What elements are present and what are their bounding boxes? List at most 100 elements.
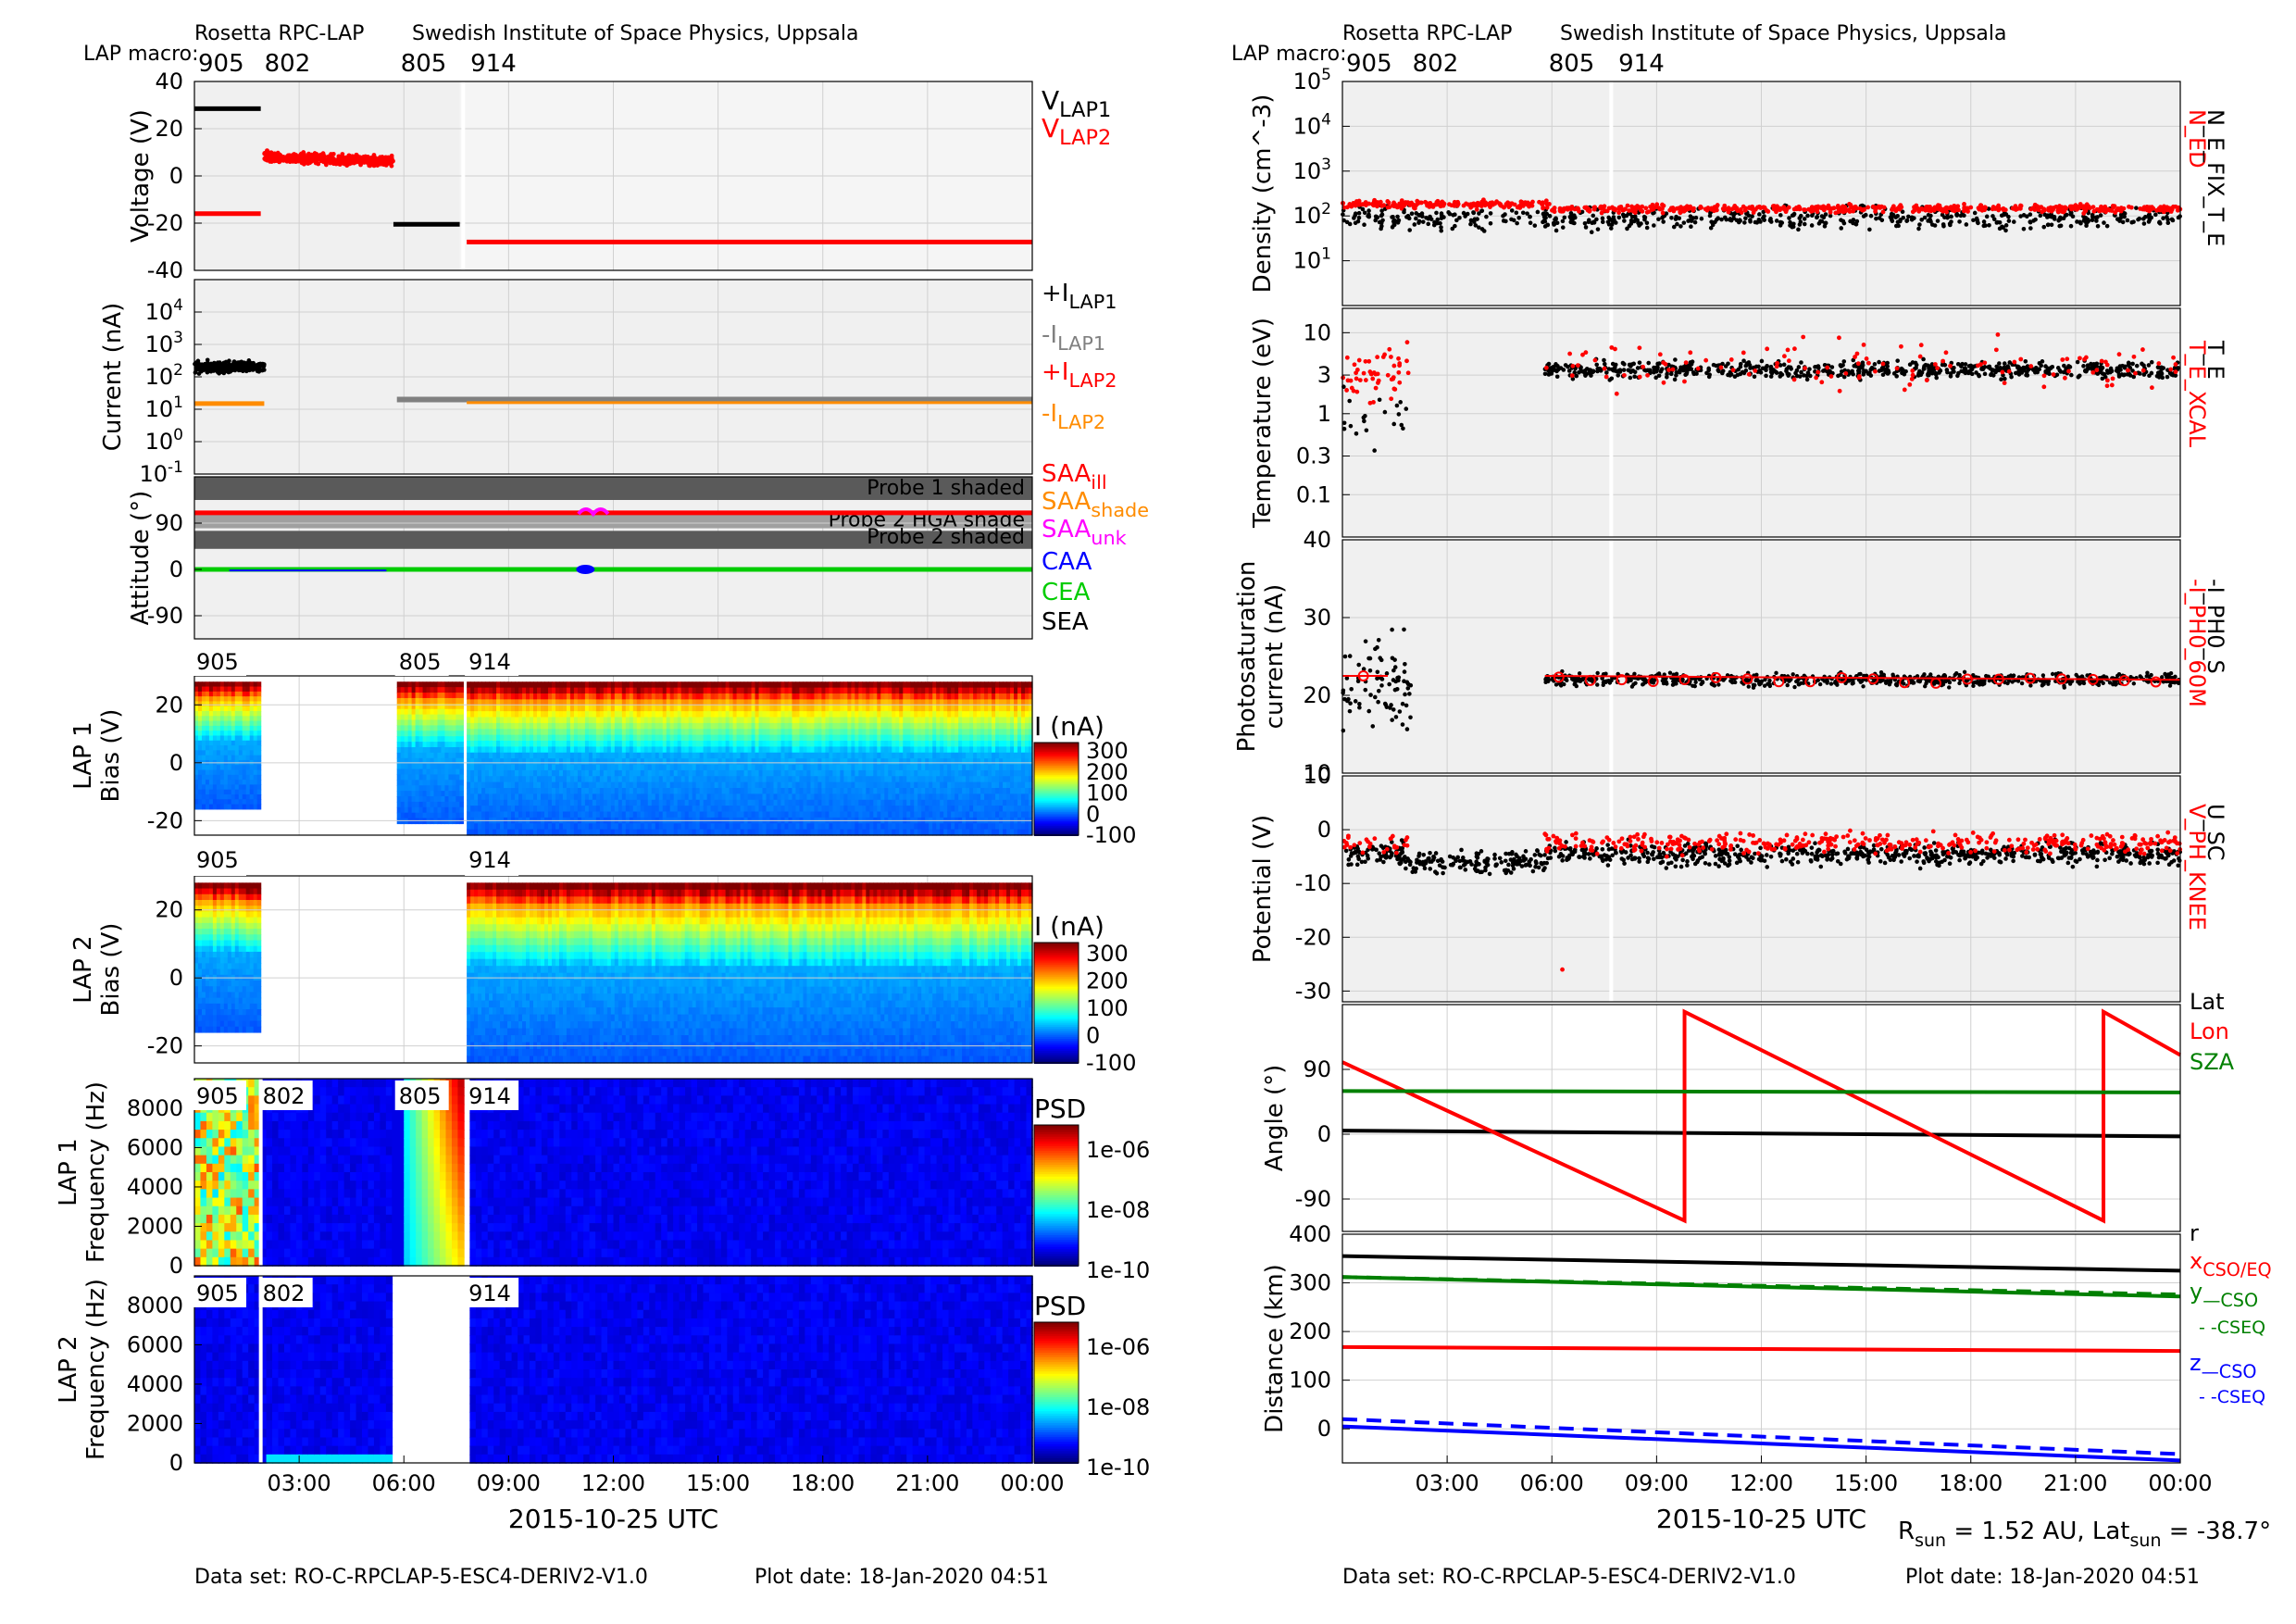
lap1-bias-cell bbox=[810, 741, 815, 747]
lap1-bias-cell bbox=[408, 698, 413, 704]
lap1-bias-cell bbox=[427, 774, 431, 780]
lap1-bias-cell bbox=[866, 718, 870, 724]
lap1-bias-cell bbox=[559, 770, 564, 777]
lap1-bias-cell bbox=[670, 793, 675, 800]
lap1-bias-cell bbox=[511, 782, 516, 789]
lap1-bias-cell bbox=[741, 812, 745, 818]
lap1-bias-cell bbox=[526, 718, 530, 724]
lap1-bias-cell bbox=[455, 753, 460, 758]
lap1-bias-cell bbox=[741, 729, 745, 735]
lap1-bias-cell bbox=[522, 688, 527, 694]
lap1-bias-cell bbox=[515, 681, 519, 688]
lap1-bias-cell bbox=[877, 706, 881, 712]
lap1-bias-cell bbox=[685, 800, 690, 806]
lap1-bias-cell bbox=[862, 746, 867, 753]
lap1-bias-cell bbox=[888, 706, 892, 712]
lap1-bias-cell bbox=[578, 788, 582, 794]
lap1-bias-cell bbox=[202, 706, 206, 712]
lap1-bias-cell bbox=[518, 718, 523, 724]
lap1-bias-cell bbox=[430, 736, 435, 742]
lap1-bias-cell bbox=[600, 782, 605, 789]
lap1-bias-cell bbox=[437, 693, 442, 698]
current-point-plus-ilap1 bbox=[202, 363, 206, 368]
lap1-bias-cell bbox=[533, 782, 538, 789]
lap1-bias-cell bbox=[423, 742, 428, 747]
lap1-bias-cell bbox=[715, 788, 719, 794]
lap1-bias-cell bbox=[792, 746, 796, 753]
lap1-bias-cell bbox=[235, 770, 240, 776]
lap1-bias-cell bbox=[767, 782, 771, 789]
lap1-bias-cell bbox=[231, 799, 236, 805]
lap1-bias-cell bbox=[604, 688, 608, 694]
lap1-bias-cell bbox=[866, 753, 870, 759]
lap1-bias-cell bbox=[685, 681, 690, 688]
lap1-bias-cell bbox=[774, 746, 779, 753]
lap1-bias-cell bbox=[678, 823, 682, 830]
lap1-bias-cell bbox=[626, 706, 630, 712]
lap1-bias-cell bbox=[541, 776, 545, 782]
lap1-bias-cell bbox=[715, 823, 719, 830]
voltage-point-V_LAP2 bbox=[322, 154, 327, 158]
lap1-bias-cell bbox=[493, 741, 497, 747]
lap1-bias-cell bbox=[858, 776, 863, 782]
lap1-bias-cell bbox=[478, 693, 482, 700]
lap1-bias-cell bbox=[198, 780, 203, 785]
lap1-bias-cell bbox=[810, 729, 815, 735]
lap1-bias-cell bbox=[670, 758, 675, 765]
lap1-bias-cell bbox=[681, 776, 686, 782]
lap1-bias-cell bbox=[541, 741, 545, 747]
lap1-bias-cell bbox=[567, 770, 571, 777]
lap1-bias-cell bbox=[202, 794, 206, 800]
lap1-bias-cell bbox=[478, 806, 482, 812]
lap1-bias-cell bbox=[209, 731, 214, 736]
lap1-bias-cell bbox=[652, 729, 656, 735]
lap1-bias-cell bbox=[648, 758, 653, 765]
lap1-bias-cell bbox=[667, 753, 671, 759]
lap1-bias-cell bbox=[600, 806, 605, 812]
lap1-bias-cell bbox=[810, 718, 815, 724]
lap1-bias-cell bbox=[795, 793, 800, 800]
lap1-bias-cell bbox=[652, 770, 656, 777]
lap1-bias-cell bbox=[630, 765, 634, 771]
lap1-bias-cell bbox=[419, 807, 424, 813]
lap1-bias-cell bbox=[644, 770, 649, 777]
lap1-bias-cell bbox=[493, 706, 497, 712]
lap1-bias-cell bbox=[637, 793, 642, 800]
lap1-bias-cell bbox=[615, 793, 619, 800]
lap1-bias-cell bbox=[526, 688, 530, 694]
lap1-bias-cell bbox=[585, 718, 590, 724]
lap1-bias-cell bbox=[869, 718, 874, 724]
voltage-point-V_LAP2 bbox=[274, 152, 279, 156]
lap1-bias-cell bbox=[522, 765, 527, 771]
lap1-bias-cell bbox=[644, 681, 649, 688]
lap1-bias-cell bbox=[467, 823, 471, 830]
lap1-bias-cell bbox=[537, 806, 542, 812]
lap1-bias-cell bbox=[689, 729, 693, 735]
lap1-bias-cell bbox=[581, 729, 586, 735]
lap1-bias-cell bbox=[821, 770, 826, 777]
lap1-bias-cell bbox=[836, 753, 841, 759]
lap1-bias-cell bbox=[888, 741, 892, 747]
lap1-bias-cell bbox=[730, 782, 734, 789]
lap1-bias-cell bbox=[427, 731, 431, 736]
lap1-bias-cell bbox=[778, 788, 782, 794]
lap1-bias-cell bbox=[685, 735, 690, 742]
lap1-bias-cell bbox=[806, 711, 811, 718]
lap1-bias-cell bbox=[467, 681, 471, 688]
lap1-bias-cell bbox=[825, 758, 830, 765]
lap1-bias-cell bbox=[423, 764, 428, 769]
lap1-bias-cell bbox=[224, 741, 229, 746]
lap1-bias-cell bbox=[589, 800, 593, 806]
lap1-bias-cell bbox=[618, 693, 623, 700]
lap1-bias-cell bbox=[663, 711, 668, 718]
lap1-bias-cell bbox=[243, 692, 247, 697]
lap1-bias-cell bbox=[843, 681, 848, 688]
lap1-bias-cell bbox=[618, 729, 623, 735]
lap1-bias-cell bbox=[459, 791, 464, 796]
lap1-bias-cell bbox=[194, 799, 199, 805]
lap1-bias-cell bbox=[840, 688, 844, 694]
lap1-bias-cell bbox=[522, 770, 527, 777]
lap1-bias-cell bbox=[707, 800, 712, 806]
lap1-bias-cell bbox=[235, 790, 240, 795]
lap1-bias-cell bbox=[667, 746, 671, 753]
